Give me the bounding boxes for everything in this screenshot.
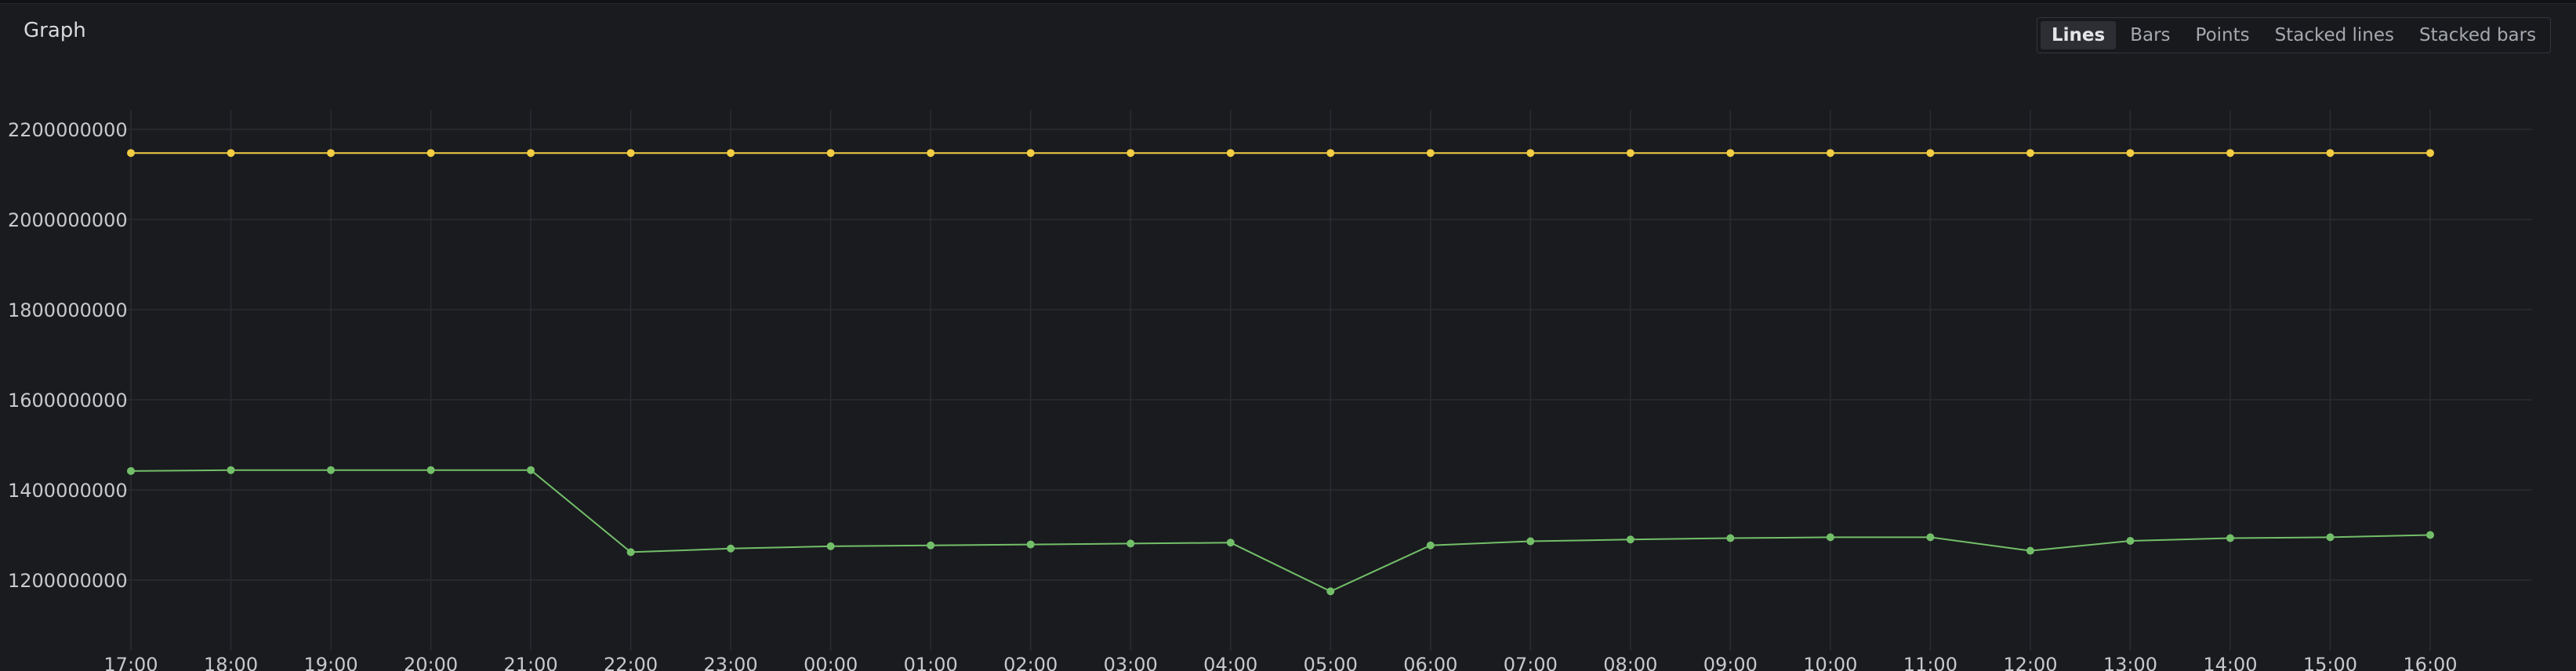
x-tick-label: 01:00 — [904, 654, 958, 671]
x-tick-label: 17:00 — [103, 654, 158, 671]
data-point — [1326, 149, 1335, 158]
x-tick-label: 15:00 — [2303, 654, 2357, 671]
x-tick-label: 14:00 — [2203, 654, 2257, 671]
data-point — [2326, 149, 2335, 158]
data-point — [1626, 149, 1634, 158]
grid-lines — [118, 110, 2532, 651]
x-tick-label: 08:00 — [1603, 654, 1657, 671]
data-point — [1426, 149, 1435, 158]
data-point — [2026, 546, 2034, 555]
x-tick-label: 12:00 — [2003, 654, 2057, 671]
x-tick-label: 11:00 — [1903, 654, 1957, 671]
mode-stacked-bars-button[interactable]: Stacked bars — [2419, 25, 2537, 45]
x-tick-label: 07:00 — [1504, 654, 1558, 671]
x-tick-label: 00:00 — [804, 654, 858, 671]
x-tick-label: 13:00 — [2103, 654, 2157, 671]
x-tick-label: 16:00 — [2403, 654, 2457, 671]
data-point — [626, 548, 635, 557]
data-point — [727, 544, 735, 553]
data-point — [1526, 149, 1535, 158]
y-tick-label: 2200000000 — [8, 119, 128, 141]
mode-points-button[interactable]: Points — [2195, 25, 2250, 45]
x-tick-label: 03:00 — [1104, 654, 1158, 671]
data-point — [2026, 149, 2034, 158]
x-tick-label: 20:00 — [404, 654, 458, 671]
data-point — [2126, 536, 2135, 545]
data-point — [2426, 149, 2434, 158]
x-tick-label: 18:00 — [204, 654, 258, 671]
series-layer — [127, 149, 2434, 596]
data-point — [1626, 535, 1634, 544]
data-point — [426, 149, 435, 158]
x-tick-label: 09:00 — [1703, 654, 1758, 671]
data-point — [2226, 534, 2234, 542]
data-point — [927, 541, 935, 549]
x-tick-label: 02:00 — [1003, 654, 1058, 671]
data-point — [1726, 534, 1735, 542]
data-point — [527, 149, 535, 158]
data-point — [527, 466, 535, 474]
data-point — [327, 466, 336, 474]
data-point — [1926, 149, 1935, 158]
data-point — [826, 149, 835, 158]
x-tick-label: 23:00 — [704, 654, 758, 671]
data-point — [727, 149, 735, 158]
data-point — [2426, 531, 2434, 539]
data-point — [927, 149, 935, 158]
data-point — [1326, 587, 1335, 596]
data-point — [1127, 539, 1135, 548]
y-tick-label: 1400000000 — [8, 480, 128, 502]
data-point — [1426, 541, 1435, 549]
data-point — [626, 149, 635, 158]
y-tick-label: 1800000000 — [8, 299, 128, 321]
series-line — [130, 469, 2431, 593]
data-point — [1026, 149, 1035, 158]
x-tick-label: 10:00 — [1803, 654, 1857, 671]
data-point — [1826, 149, 1834, 158]
mode-stacked-lines-button[interactable]: Stacked lines — [2274, 25, 2395, 45]
data-point — [1826, 533, 1834, 542]
data-point — [2126, 149, 2135, 158]
data-point — [2226, 149, 2234, 158]
mode-lines-button[interactable]: Lines — [2041, 21, 2117, 49]
data-point — [426, 466, 435, 474]
data-point — [1226, 149, 1235, 158]
data-point — [1127, 149, 1135, 158]
y-tick-label: 2000000000 — [8, 209, 128, 231]
data-point — [1026, 540, 1035, 549]
data-point — [1526, 537, 1535, 546]
data-point — [1226, 539, 1235, 547]
panel-top-border — [0, 0, 2576, 4]
mode-bars-button[interactable]: Bars — [2130, 25, 2171, 45]
y-axis-ticks: 1200000000 1400000000 1600000000 1800000000… — [8, 119, 128, 592]
data-point — [227, 149, 235, 158]
y-tick-label: 1200000000 — [8, 570, 128, 592]
data-point — [1726, 149, 1735, 158]
x-tick-label: 06:00 — [1403, 654, 1457, 671]
data-point — [2326, 533, 2335, 542]
data-point — [127, 149, 135, 158]
x-tick-label: 19:00 — [303, 654, 357, 671]
data-point — [826, 542, 835, 550]
data-point — [327, 149, 336, 158]
x-tick-label: 04:00 — [1203, 654, 1257, 671]
y-tick-label: 1600000000 — [8, 390, 128, 412]
data-point — [127, 466, 135, 475]
data-point — [227, 466, 235, 474]
x-axis-ticks: 17:00 18:00 19:00 20:00 21:00 22:00 23:00 00:00… — [103, 654, 2457, 671]
graph-mode-switch: Lines Bars Points Stacked lines Stacked … — [2037, 17, 2552, 53]
data-point — [1926, 533, 1935, 542]
panel-title: Graph — [24, 19, 86, 42]
x-tick-label: 21:00 — [504, 654, 558, 671]
x-tick-label: 05:00 — [1304, 654, 1358, 671]
x-tick-label: 22:00 — [604, 654, 658, 671]
